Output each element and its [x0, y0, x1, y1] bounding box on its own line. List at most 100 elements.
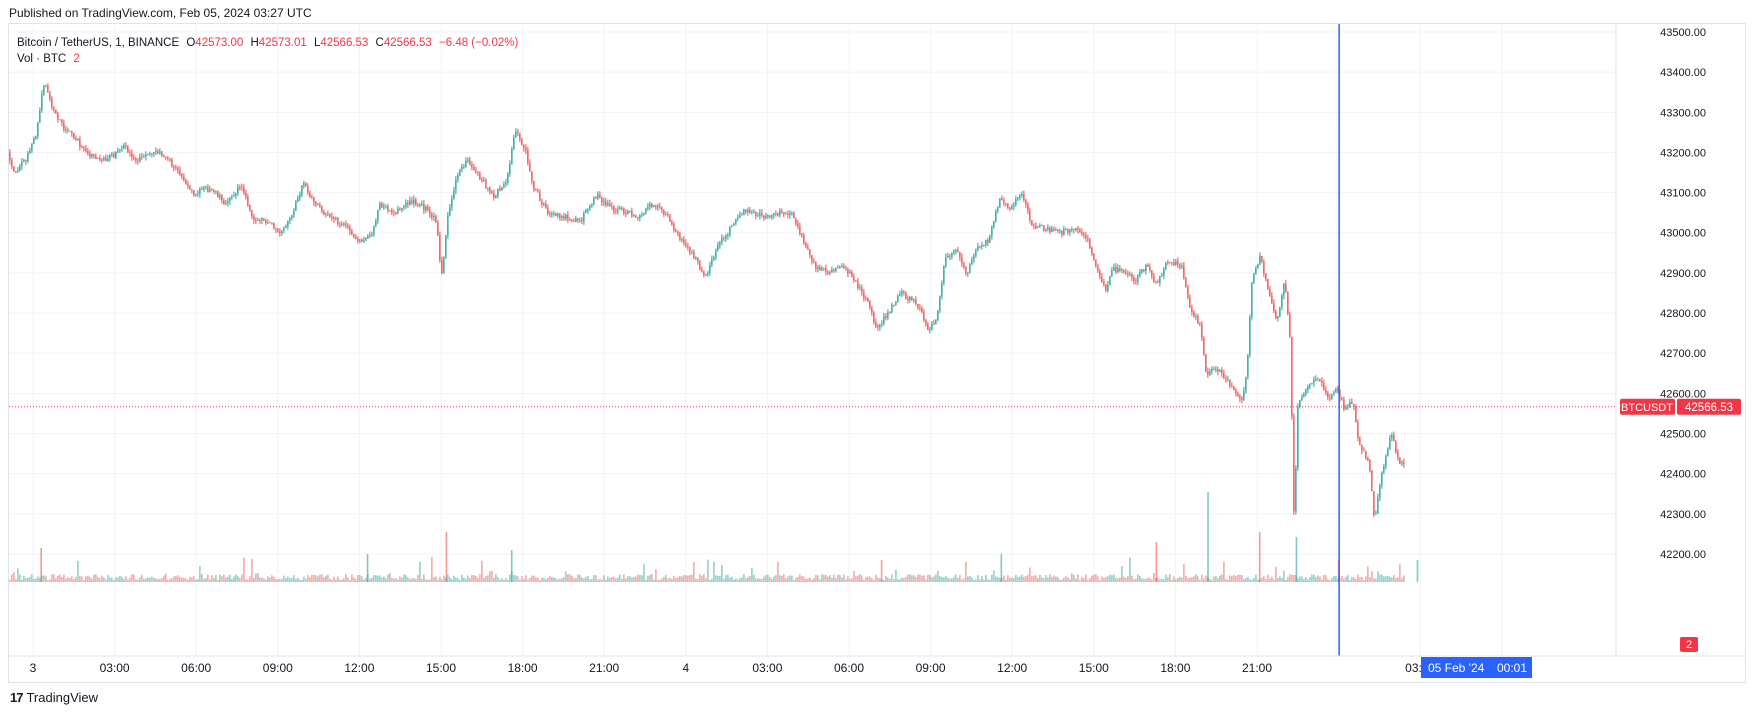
volume-bar [1015, 574, 1017, 582]
volume-bar [773, 576, 775, 582]
candle-body [863, 292, 865, 299]
volume-bar [725, 575, 727, 582]
volume-bar [377, 575, 379, 582]
volume-bar [1053, 575, 1055, 582]
candle-body [431, 214, 433, 218]
volume-bar [1285, 579, 1287, 582]
volume-bar [775, 575, 777, 582]
candle-body [1091, 248, 1093, 254]
crosshair-time-label: 05 Feb '24 00:01 [1421, 657, 1532, 678]
candle-body [15, 171, 17, 173]
volume-bar [1071, 573, 1073, 582]
candle-body [291, 215, 293, 218]
volume-bar [93, 574, 95, 582]
candle-body [995, 210, 997, 222]
volume-bar [1175, 579, 1177, 582]
candle-body [785, 213, 787, 215]
candle-body [1111, 270, 1113, 277]
volume-bar [1241, 575, 1243, 582]
candle-body [1199, 323, 1201, 325]
volume-bar [1113, 574, 1115, 582]
volume-bar [485, 576, 487, 582]
volume-bar [813, 578, 815, 582]
candle-body [917, 304, 919, 308]
volume-bar [1009, 577, 1011, 582]
price-axis[interactable]: 43500.00 43400.00 43300.00 43200.00 43100.00… [1660, 27, 1706, 561]
candle-body [1027, 204, 1029, 211]
candle-body [1371, 470, 1373, 492]
candle-body [973, 255, 975, 260]
volume-bar [941, 577, 943, 582]
volume-bar [931, 577, 933, 582]
volume-bar [293, 575, 295, 582]
candle-body [141, 156, 143, 158]
volume-bar [559, 578, 561, 582]
volume-row: Vol · BTC 2 [17, 51, 518, 67]
candle-body [1141, 269, 1143, 273]
symbol-name[interactable]: Bitcoin / TetherUS, 1, BINANCE [17, 37, 180, 49]
candle-body [1377, 497, 1379, 514]
volume-bar [417, 574, 419, 582]
candle-body [339, 223, 341, 225]
candle-body [1253, 273, 1255, 284]
time-axis[interactable]: 3 03:00 06:00 09:00 12:00 15:00 18:00 21:00 4 03:… [30, 661, 1517, 675]
volume-bar [31, 574, 33, 582]
candle-body [299, 195, 301, 199]
volume-bar [577, 574, 579, 582]
candle-body [1155, 281, 1157, 283]
volume-bar [347, 577, 349, 582]
volume-bar [853, 570, 855, 582]
close-value: 42566.53 [383, 37, 432, 49]
candle-body [1391, 434, 1393, 439]
candle-body [189, 186, 191, 190]
volume-bar [1173, 576, 1175, 582]
candle-body [833, 269, 835, 271]
candle-body [1231, 385, 1233, 387]
candle-body [225, 203, 227, 205]
volume-bar [283, 575, 285, 582]
volume-bar [1011, 577, 1013, 582]
volume-bar [187, 579, 189, 582]
volume-bar [571, 575, 573, 582]
candle-body [1305, 390, 1307, 394]
volume-bar [667, 578, 669, 582]
candle-body [647, 206, 649, 210]
candle-body [1341, 398, 1343, 401]
volume-bar [1123, 576, 1125, 582]
candle-body [309, 192, 311, 198]
candle-body [419, 205, 421, 206]
candle-body [741, 214, 743, 216]
candle-body [993, 221, 995, 227]
candle-body [749, 209, 751, 213]
last-price-tag: BTCUSDT 42566.53 [1620, 398, 1741, 415]
volume-bar [255, 573, 257, 582]
volume-bar [791, 575, 793, 582]
volume-bar [497, 576, 499, 582]
candle-body [317, 204, 319, 206]
candle-body [1383, 466, 1385, 473]
volume-bar [1317, 575, 1319, 582]
candle-body [1169, 262, 1171, 264]
volume-bar [1039, 574, 1041, 582]
candle-body [1015, 199, 1017, 205]
volume-bar [143, 579, 145, 582]
volume-bar [1381, 574, 1383, 582]
volume-bar [1353, 577, 1355, 582]
candle-body [729, 226, 731, 235]
candle-body [1055, 230, 1057, 231]
volume-bar [135, 579, 137, 582]
candle-body [163, 155, 165, 158]
candle-body [587, 208, 589, 211]
volume-bar [131, 574, 133, 582]
candle-body [27, 153, 29, 162]
volume-bar [1271, 576, 1273, 582]
y-tick-label: 42400.00 [1660, 469, 1706, 481]
candle-body [737, 217, 739, 220]
volume-bar [1323, 574, 1325, 582]
volume-bar [747, 577, 749, 582]
footer-brand[interactable]: 17 TradingView [10, 690, 98, 705]
candle-body [1249, 316, 1251, 356]
volume-bar [639, 575, 641, 582]
volume-label[interactable]: Vol · BTC [17, 53, 67, 65]
